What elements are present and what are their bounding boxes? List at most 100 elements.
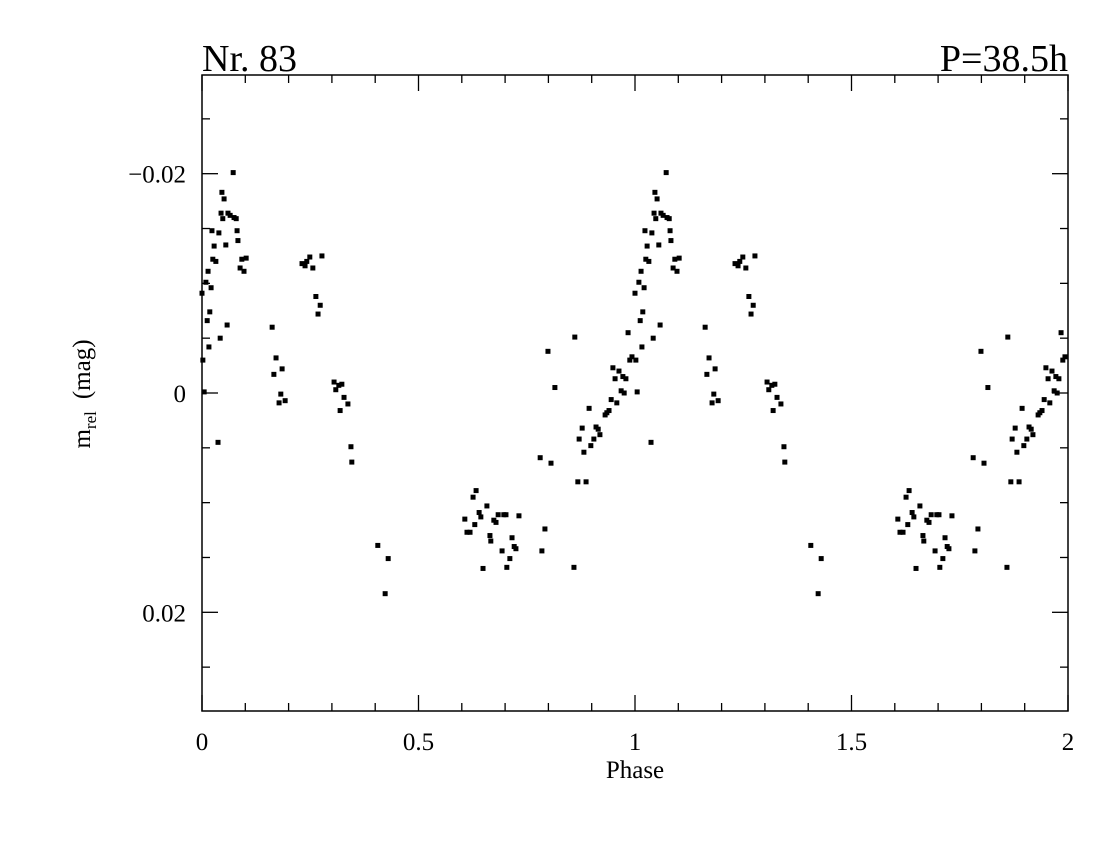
data-point bbox=[480, 565, 486, 571]
data-point bbox=[542, 526, 548, 532]
data-point bbox=[897, 529, 903, 535]
data-point bbox=[208, 285, 214, 291]
data-point bbox=[627, 357, 633, 363]
data-point bbox=[239, 256, 245, 262]
data-point bbox=[545, 348, 551, 354]
data-point bbox=[470, 494, 476, 500]
x-tick-label: 0.5 bbox=[403, 729, 434, 756]
data-point bbox=[1051, 388, 1057, 394]
data-point bbox=[487, 533, 493, 539]
data-point bbox=[302, 263, 308, 269]
data-point bbox=[313, 294, 319, 300]
data-point bbox=[917, 503, 923, 509]
data-point bbox=[349, 459, 355, 465]
data-point bbox=[704, 371, 710, 377]
data-point bbox=[712, 366, 718, 372]
data-point bbox=[576, 436, 582, 442]
data-point bbox=[715, 398, 721, 404]
x-tick-label: 2 bbox=[1062, 729, 1075, 756]
y-label-main: m bbox=[69, 429, 96, 449]
data-point bbox=[936, 512, 942, 518]
data-point bbox=[632, 290, 638, 296]
data-point bbox=[646, 258, 652, 264]
data-point bbox=[778, 401, 784, 407]
data-point bbox=[641, 285, 647, 291]
data-point bbox=[926, 519, 932, 525]
data-point bbox=[642, 228, 648, 234]
data-point bbox=[1009, 436, 1015, 442]
data-point bbox=[808, 542, 814, 548]
data-point bbox=[913, 565, 919, 571]
data-point bbox=[606, 408, 612, 414]
data-point bbox=[278, 391, 284, 397]
data-point bbox=[638, 268, 644, 274]
data-point bbox=[634, 389, 640, 395]
data-point bbox=[1060, 357, 1066, 363]
data-point bbox=[652, 189, 658, 195]
data-point bbox=[735, 263, 741, 269]
data-point bbox=[670, 265, 676, 271]
data-point bbox=[818, 556, 824, 562]
data-point bbox=[484, 503, 490, 509]
data-point bbox=[1024, 436, 1030, 442]
data-point bbox=[1041, 397, 1047, 403]
data-point bbox=[975, 526, 981, 532]
data-point bbox=[337, 408, 343, 414]
data-point bbox=[637, 318, 643, 324]
chart-title-right: P=38.5h bbox=[940, 38, 1068, 80]
data-point bbox=[269, 324, 275, 330]
data-point bbox=[614, 400, 620, 406]
data-point bbox=[623, 376, 629, 382]
data-point bbox=[203, 279, 209, 285]
data-point bbox=[271, 371, 277, 377]
data-point bbox=[608, 397, 614, 403]
data-point bbox=[667, 228, 673, 234]
data-point bbox=[345, 401, 351, 407]
data-point bbox=[230, 170, 236, 176]
data-point bbox=[273, 355, 279, 361]
data-point bbox=[375, 542, 381, 548]
data-point bbox=[978, 348, 984, 354]
data-point bbox=[1045, 376, 1051, 382]
data-point bbox=[504, 564, 510, 570]
data-point bbox=[1058, 330, 1064, 336]
data-point bbox=[770, 408, 776, 414]
data-point bbox=[937, 564, 943, 570]
data-point bbox=[666, 216, 672, 222]
data-point bbox=[221, 196, 227, 202]
data-point bbox=[237, 265, 243, 271]
data-point bbox=[618, 388, 624, 394]
data-point bbox=[206, 344, 212, 350]
data-point bbox=[610, 365, 616, 371]
data-point bbox=[1047, 400, 1053, 406]
data-point bbox=[752, 253, 758, 259]
data-point bbox=[537, 455, 543, 461]
data-point bbox=[586, 405, 592, 411]
data-point bbox=[488, 538, 494, 544]
data-point bbox=[571, 564, 577, 570]
data-point bbox=[629, 354, 635, 360]
data-point bbox=[199, 290, 205, 296]
data-point bbox=[764, 379, 770, 385]
y-axis-label: mrel (mag) bbox=[69, 339, 100, 448]
data-point bbox=[774, 394, 780, 400]
data-point bbox=[672, 256, 678, 262]
data-point bbox=[949, 513, 955, 519]
data-point bbox=[331, 379, 337, 385]
data-point bbox=[895, 516, 901, 522]
data-point bbox=[1012, 425, 1018, 431]
data-point bbox=[572, 334, 578, 340]
data-point bbox=[674, 268, 680, 274]
data-point bbox=[233, 216, 239, 222]
data-point bbox=[748, 311, 754, 317]
data-point bbox=[1005, 334, 1011, 340]
x-axis-label: Phase bbox=[606, 757, 664, 784]
data-point bbox=[909, 510, 915, 516]
y-tick-label: 0.02 bbox=[142, 600, 186, 627]
data-point bbox=[579, 425, 585, 431]
data-point bbox=[299, 261, 305, 267]
data-point bbox=[472, 522, 478, 528]
data-point bbox=[1014, 449, 1020, 455]
y-tick-label: −0.02 bbox=[128, 162, 186, 189]
